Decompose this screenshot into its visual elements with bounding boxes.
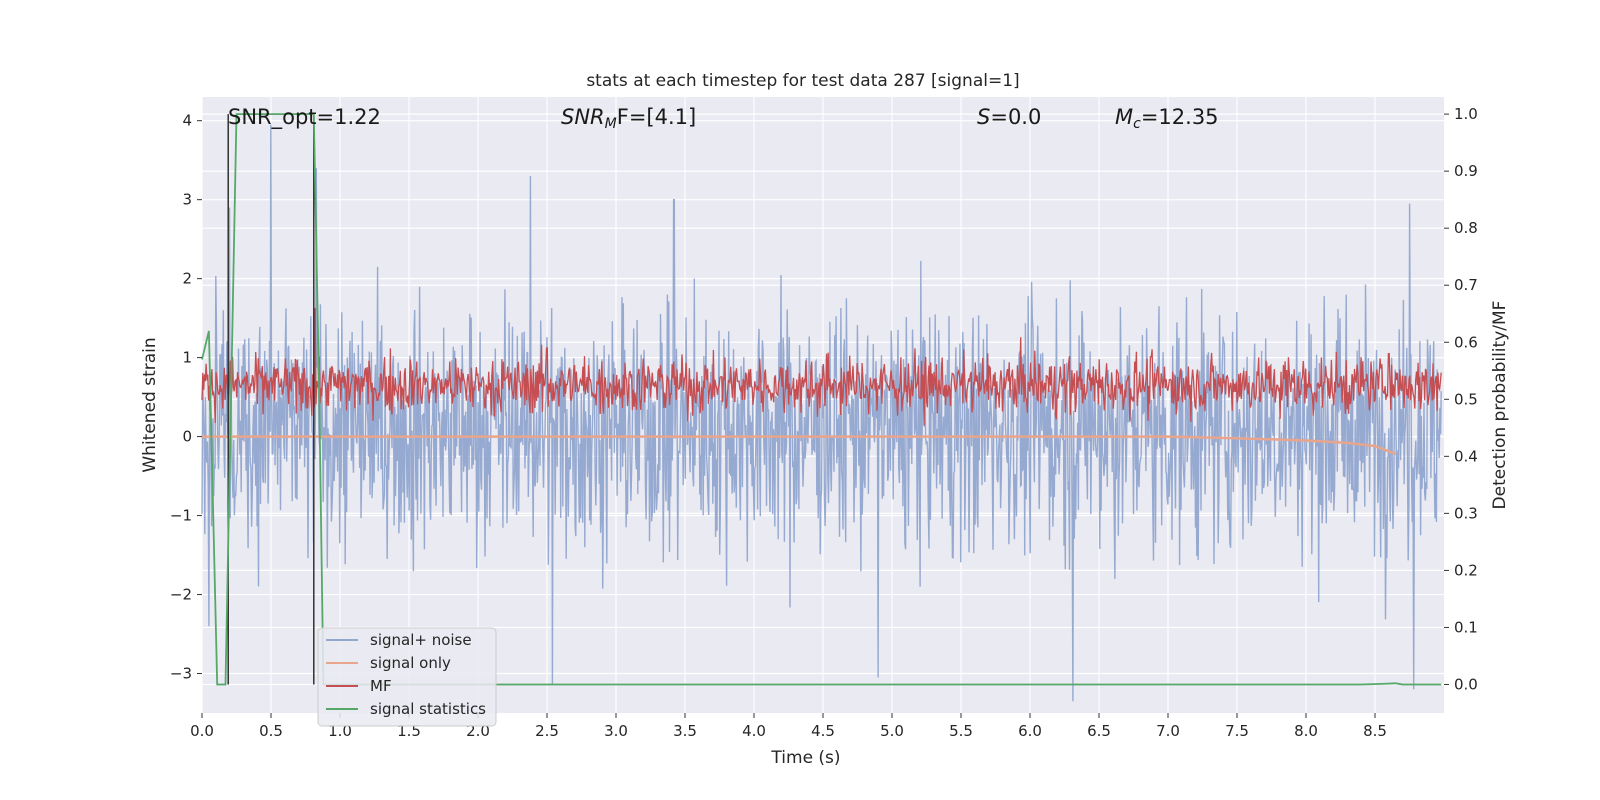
right-tick-label: 0.0 [1454, 675, 1478, 693]
left-tick-label: −3 [170, 665, 192, 683]
x-axis-label: Time (s) [770, 748, 840, 768]
x-tick-label: 8.0 [1294, 722, 1318, 740]
annotation-snr-mf-sub: M [605, 116, 617, 132]
line-mf [201, 307, 1442, 426]
x-tick-label: 0.0 [190, 722, 214, 740]
left-axis-label: Whitened strain [140, 337, 160, 472]
right-tick-label: 0.2 [1454, 561, 1478, 579]
annotation-snr-mf: SNRMF=[4.1] [561, 105, 696, 132]
left-tick-label: 1 [182, 349, 192, 367]
series-signal-statistics [201, 113, 1442, 686]
legend-label-signal-only: signal only [370, 654, 451, 672]
annotation-mc-sub: c [1133, 116, 1141, 132]
x-tick-label: 3.5 [673, 722, 697, 740]
right-tick-label: 0.1 [1454, 618, 1478, 636]
left-tick-label: −2 [170, 586, 192, 604]
annotation-snr-mf-main: SNR [561, 105, 605, 129]
right-tick-label: 0.8 [1454, 219, 1478, 237]
left-tick-label: 0 [182, 428, 192, 446]
x-tick-label: 5.0 [880, 722, 904, 740]
x-tick-label: 7.5 [1225, 722, 1249, 740]
line-signal-noise [201, 124, 1442, 702]
legend-label-signal-statistics: signal statistics [370, 700, 486, 718]
chart-title: stats at each timestep for test data 287… [586, 71, 1019, 91]
x-tick-label: 7.0 [1156, 722, 1180, 740]
right-axis-ticks: 0.0 0.1 0.2 0.3 0.4 0.5 0.6 0.7 0.8 0.9 1.0 [1444, 105, 1478, 693]
annotation-snr-mf-rest: F=[4.1] [617, 105, 696, 129]
x-tick-label: 6.5 [1087, 722, 1111, 740]
series-signal-noise [201, 124, 1442, 702]
x-tick-label: 3.0 [604, 722, 628, 740]
annotation-mc: Mc=12.35 [1115, 105, 1219, 132]
x-tick-label: 6.0 [1018, 722, 1042, 740]
x-tick-label: 4.5 [811, 722, 835, 740]
legend-box [317, 627, 497, 727]
x-tick-label: 2.5 [535, 722, 559, 740]
right-tick-label: 0.4 [1454, 447, 1478, 465]
right-tick-label: 0.6 [1454, 333, 1478, 351]
annotation-mc-rest: =12.35 [1141, 105, 1219, 129]
line-signal-statistics [201, 113, 1442, 686]
legend-label-signal-noise: signal+ noise [370, 631, 472, 649]
right-axis-label: Detection probability/MF [1490, 301, 1510, 510]
legend: signal+ noise signal only MF signal stat… [317, 627, 497, 727]
x-tick-label: 4.0 [742, 722, 766, 740]
right-tick-label: 0.5 [1454, 390, 1478, 408]
annotation-s-main: S [977, 105, 990, 129]
annotation-s: S=0.0 [977, 105, 1041, 129]
right-tick-label: 0.9 [1454, 162, 1478, 180]
series-signal-only [202, 435, 1397, 456]
left-tick-label: −1 [170, 507, 192, 525]
left-tick-label: 2 [182, 270, 192, 288]
left-tick-label: 4 [182, 112, 192, 130]
series-mf [201, 307, 1442, 426]
right-tick-label: 1.0 [1454, 105, 1478, 123]
x-tick-label: 8.5 [1363, 722, 1387, 740]
annotation-s-rest: =0.0 [990, 105, 1041, 129]
x-tick-label: 5.5 [949, 722, 973, 740]
right-tick-label: 0.3 [1454, 504, 1478, 522]
annotation-snr-opt: SNR_opt=1.22 [228, 105, 381, 130]
annotation-mc-main: M [1115, 105, 1133, 129]
left-axis-ticks: −3 −2 −1 0 1 2 3 4 [170, 112, 202, 683]
right-tick-label: 0.7 [1454, 276, 1478, 294]
legend-label-mf: MF [370, 677, 392, 695]
x-axis-ticks: 0.0 0.5 1.0 1.5 2.0 2.5 3.0 3.5 4.0 4.5 5.0 5.5 6.0 6… [190, 713, 1387, 740]
line-signal-only [202, 435, 1397, 456]
x-tick-label: 0.5 [259, 722, 283, 740]
left-tick-label: 3 [182, 191, 192, 209]
